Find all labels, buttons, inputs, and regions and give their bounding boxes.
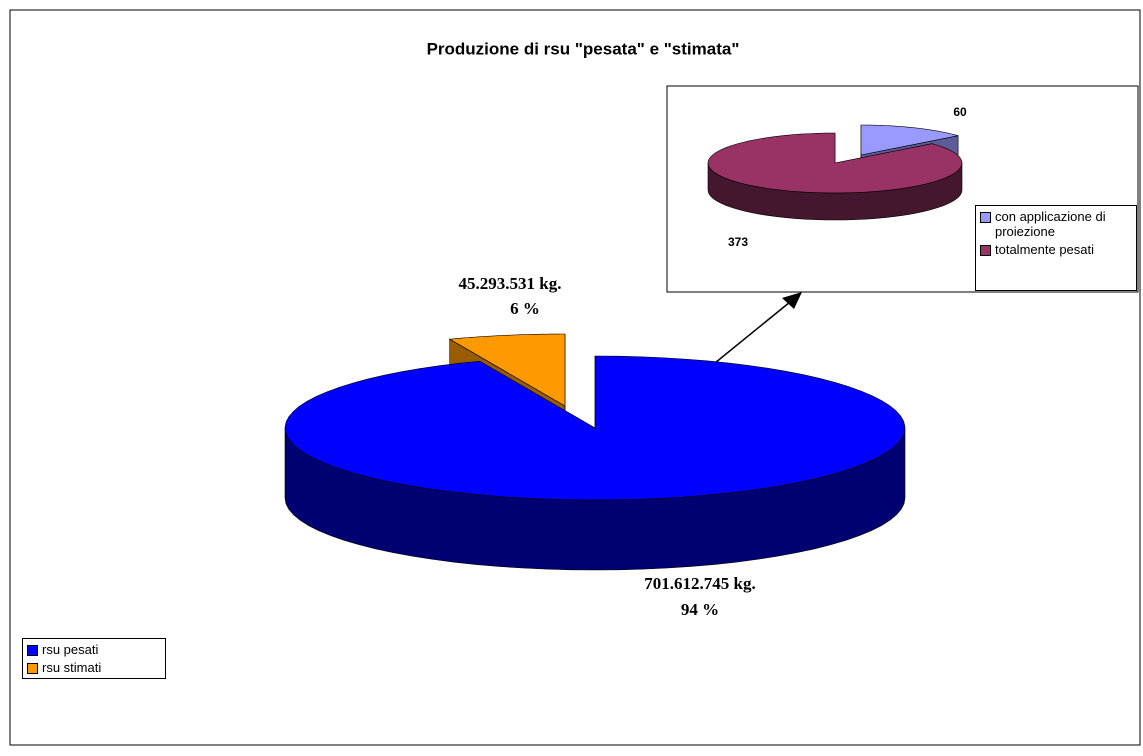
data-label: 60 — [953, 105, 967, 119]
legend-swatch — [980, 212, 991, 223]
arrow-head — [782, 292, 802, 309]
legend-swatch — [27, 663, 38, 674]
arrow — [709, 301, 791, 368]
legend-swatch — [980, 245, 991, 256]
legend-label: totalmente pesati — [995, 242, 1095, 257]
legend: rsu pesati rsu stimati — [22, 638, 166, 679]
legend-item: rsu stimati — [27, 660, 161, 675]
slice — [860, 124, 959, 156]
percent-label: 94 % — [681, 600, 719, 619]
slice — [448, 333, 566, 407]
data-label: 701.612.745 kg. — [644, 574, 755, 593]
percent-label: 6 % — [510, 299, 540, 318]
legend-item: totalmente pesati — [980, 242, 1132, 257]
legend-label: rsu pesati — [42, 642, 99, 657]
legend-label: con applicazione di proiezione — [995, 209, 1106, 239]
chart-title: Produzione di rsu "pesata" e "stimata" — [427, 39, 740, 58]
data-label: 373 — [728, 235, 748, 249]
legend-swatch — [27, 645, 38, 656]
legend-label: rsu stimati — [42, 660, 102, 675]
legend-item: con applicazione di proiezione — [980, 209, 1132, 239]
legend: con applicazione di proiezione totalmente… — [975, 205, 1137, 291]
legend-item: rsu pesati — [27, 642, 161, 657]
slice — [707, 132, 963, 194]
slice — [284, 355, 906, 501]
pie — [284, 333, 906, 571]
data-label: 45.293.531 kg. — [459, 274, 562, 293]
pie — [707, 124, 963, 221]
